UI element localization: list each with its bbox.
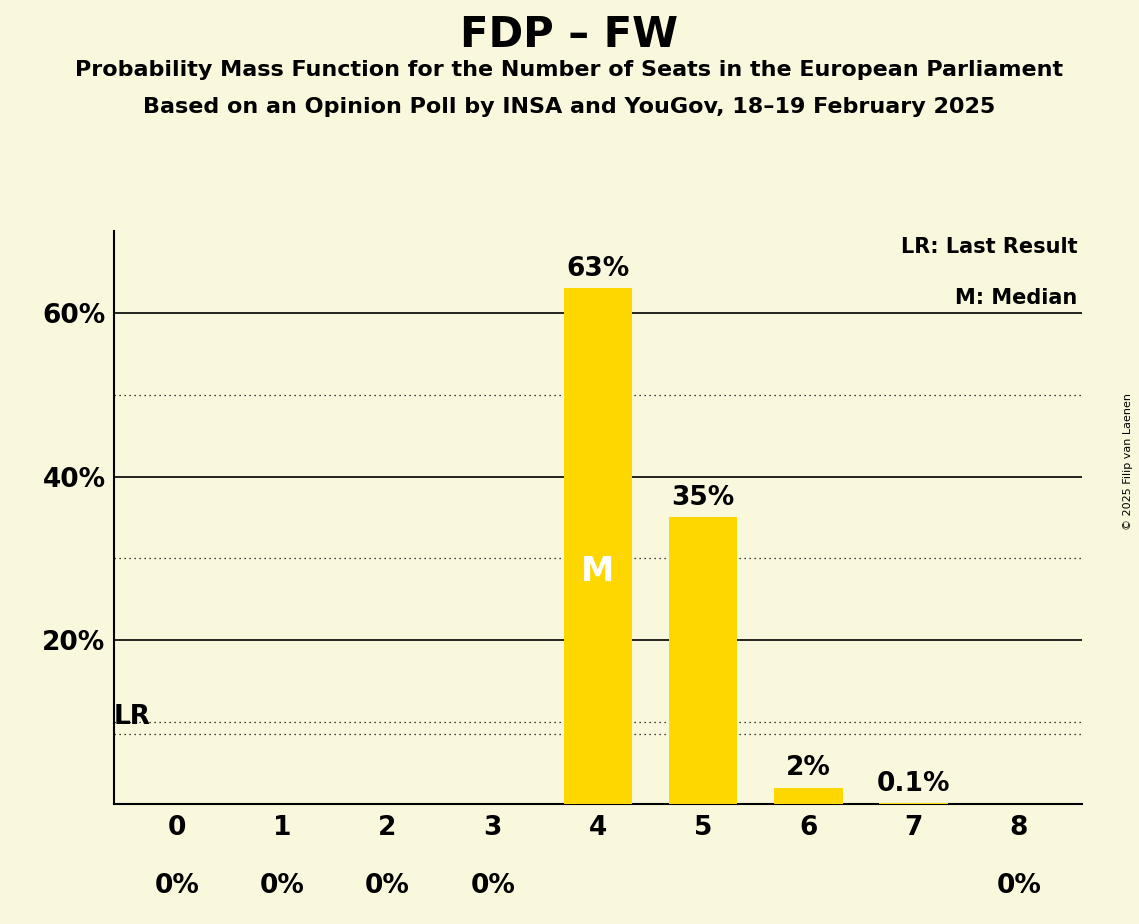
Text: Probability Mass Function for the Number of Seats in the European Parliament: Probability Mass Function for the Number… [75, 60, 1064, 80]
Text: 0%: 0% [997, 873, 1041, 899]
Text: LR: Last Result: LR: Last Result [901, 237, 1077, 257]
Text: 0%: 0% [470, 873, 515, 899]
Bar [669, 517, 737, 804]
Text: M: Median: M: Median [954, 288, 1077, 309]
Text: 0%: 0% [366, 873, 410, 899]
Text: M: M [581, 555, 615, 589]
Text: 0%: 0% [260, 873, 305, 899]
Bar [564, 288, 632, 804]
Text: 35%: 35% [672, 485, 735, 511]
Text: Based on an Opinion Poll by INSA and YouGov, 18–19 February 2025: Based on an Opinion Poll by INSA and You… [144, 97, 995, 117]
Text: LR: LR [114, 704, 150, 730]
Text: © 2025 Filip van Laenen: © 2025 Filip van Laenen [1123, 394, 1133, 530]
Text: 0%: 0% [155, 873, 199, 899]
Text: 2%: 2% [786, 755, 830, 781]
Text: 0.1%: 0.1% [877, 771, 950, 796]
Text: FDP – FW: FDP – FW [460, 14, 679, 55]
Text: 63%: 63% [566, 256, 630, 282]
Bar [775, 787, 843, 804]
